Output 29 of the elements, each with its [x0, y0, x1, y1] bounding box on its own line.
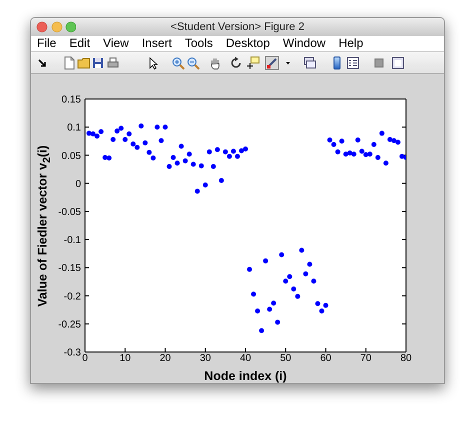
x-axis-title: Node index (i) [204, 369, 287, 383]
y-tick-label: -0.3 [64, 348, 82, 359]
text: Insert [142, 36, 172, 51]
y-tick-label: -0.2 [64, 291, 82, 302]
y-tick-label: -0.05 [58, 206, 82, 218]
x-tick-label: 40 [240, 353, 252, 364]
text: View [103, 36, 129, 51]
y-tick-label: 0 [75, 178, 82, 190]
x-tick-label: 30 [200, 353, 212, 364]
text: Window [282, 36, 326, 51]
x-tick-label: 0 [82, 353, 88, 364]
x-tick-label: 20 [160, 353, 172, 364]
y-tick-label: 0.15 [62, 94, 82, 106]
x-tick-label: 50 [280, 353, 292, 364]
text: Help [338, 36, 364, 51]
x-tick-label: 80 [400, 353, 412, 364]
text: Tools [184, 36, 213, 51]
y-tick-label: 0.05 [62, 150, 82, 162]
chart-title: <Student Version> Figure 2 [170, 21, 304, 33]
text: File [37, 36, 56, 51]
x-tick-label: 60 [320, 353, 332, 364]
y-tick-label: -0.25 [58, 319, 82, 330]
y-tick-label: -0.15 [58, 263, 82, 274]
text: Edit [69, 36, 90, 51]
x-tick-label: 10 [120, 353, 132, 364]
x-tick-label: 70 [360, 353, 372, 364]
y-tick-label: 0.1 [67, 122, 82, 134]
text: Desktop [226, 36, 270, 51]
y-tick-label: -0.1 [64, 235, 82, 246]
